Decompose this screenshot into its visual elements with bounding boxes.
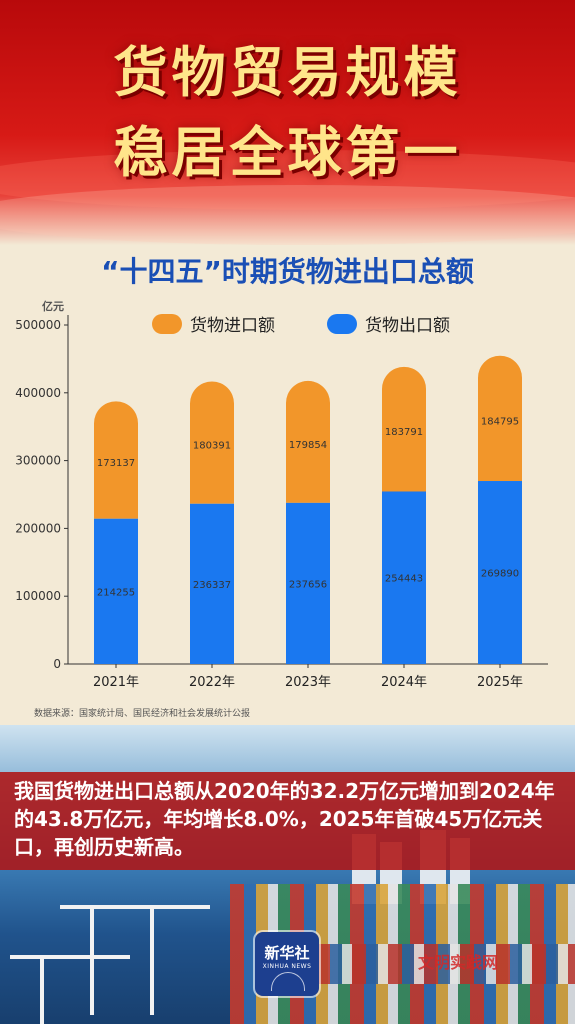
- data-label-export: 269890: [481, 569, 519, 580]
- caption-background: [0, 772, 575, 870]
- data-label-import: 179854: [289, 440, 327, 451]
- legend-label: 货物出口额: [365, 316, 450, 336]
- bar-export-3: [286, 502, 330, 664]
- data-label-export: 254443: [385, 574, 423, 585]
- bar-export-2: [190, 503, 234, 664]
- y-tick-label: 200000: [15, 521, 61, 535]
- x-tick-label: 2021年: [93, 675, 139, 690]
- bar-import-3: [286, 380, 330, 503]
- x-tick-label: 2024年: [381, 675, 427, 690]
- y-axis-unit-label: 亿元: [42, 299, 64, 313]
- bar-export-4: [382, 491, 426, 664]
- data-label-import: 183791: [385, 427, 423, 438]
- data-label-export: 236337: [193, 580, 231, 591]
- x-tick-label: 2025年: [477, 675, 523, 690]
- bar-import-1: [94, 401, 138, 519]
- bar-export-5: [478, 481, 522, 664]
- bar-import-4: [382, 366, 426, 492]
- data-label-import: 180391: [193, 441, 231, 452]
- y-tick-label: 0: [53, 657, 61, 671]
- x-tick-label: 2022年: [189, 675, 235, 690]
- bar-import-2: [190, 381, 234, 504]
- data-source: 数据来源：国家统计局、国民经济和社会发展统计公报: [34, 709, 251, 719]
- chart-title: “十四五”时期货物进出口总额: [101, 255, 474, 288]
- bar-import-5: [478, 355, 522, 482]
- data-label-import: 173137: [97, 458, 135, 469]
- x-tick-label: 2023年: [285, 675, 331, 690]
- logo-name-cn: 新华社: [264, 944, 310, 962]
- title-line-1: 货物贸易规模: [113, 41, 462, 104]
- y-tick-label: 400000: [15, 386, 61, 400]
- bar-export-1: [94, 518, 138, 664]
- caption-text: 我国货物进出口总额从2020年的32.2万亿元增加到2024年的43.8万亿元，…: [14, 779, 555, 859]
- title-line-2: 稳居全球第一: [113, 121, 462, 184]
- data-label-import: 184795: [481, 416, 519, 427]
- logo-name-en: XINHUA NEWS: [262, 963, 312, 970]
- y-tick-label: 500000: [15, 318, 61, 332]
- data-label-export: 214255: [97, 587, 135, 598]
- legend-label: 货物进口额: [190, 316, 275, 336]
- globe-icon: [271, 972, 305, 991]
- y-tick-label: 300000: [15, 454, 61, 468]
- legend-swatch: [327, 314, 357, 334]
- xinhua-logo: 新华社 XINHUA NEWS: [255, 932, 319, 996]
- legend-swatch: [152, 314, 182, 334]
- watermark: 文明实践网: [418, 953, 499, 972]
- stacked-bar-chart: 亿元 0 100000 200000 300000 400000 500000 货物进口额 货物…: [15, 299, 548, 690]
- data-label-export: 237656: [289, 579, 327, 590]
- y-tick-label: 100000: [15, 589, 61, 603]
- header-banner: 货物贸易规模 稳居全球第一: [0, 0, 575, 245]
